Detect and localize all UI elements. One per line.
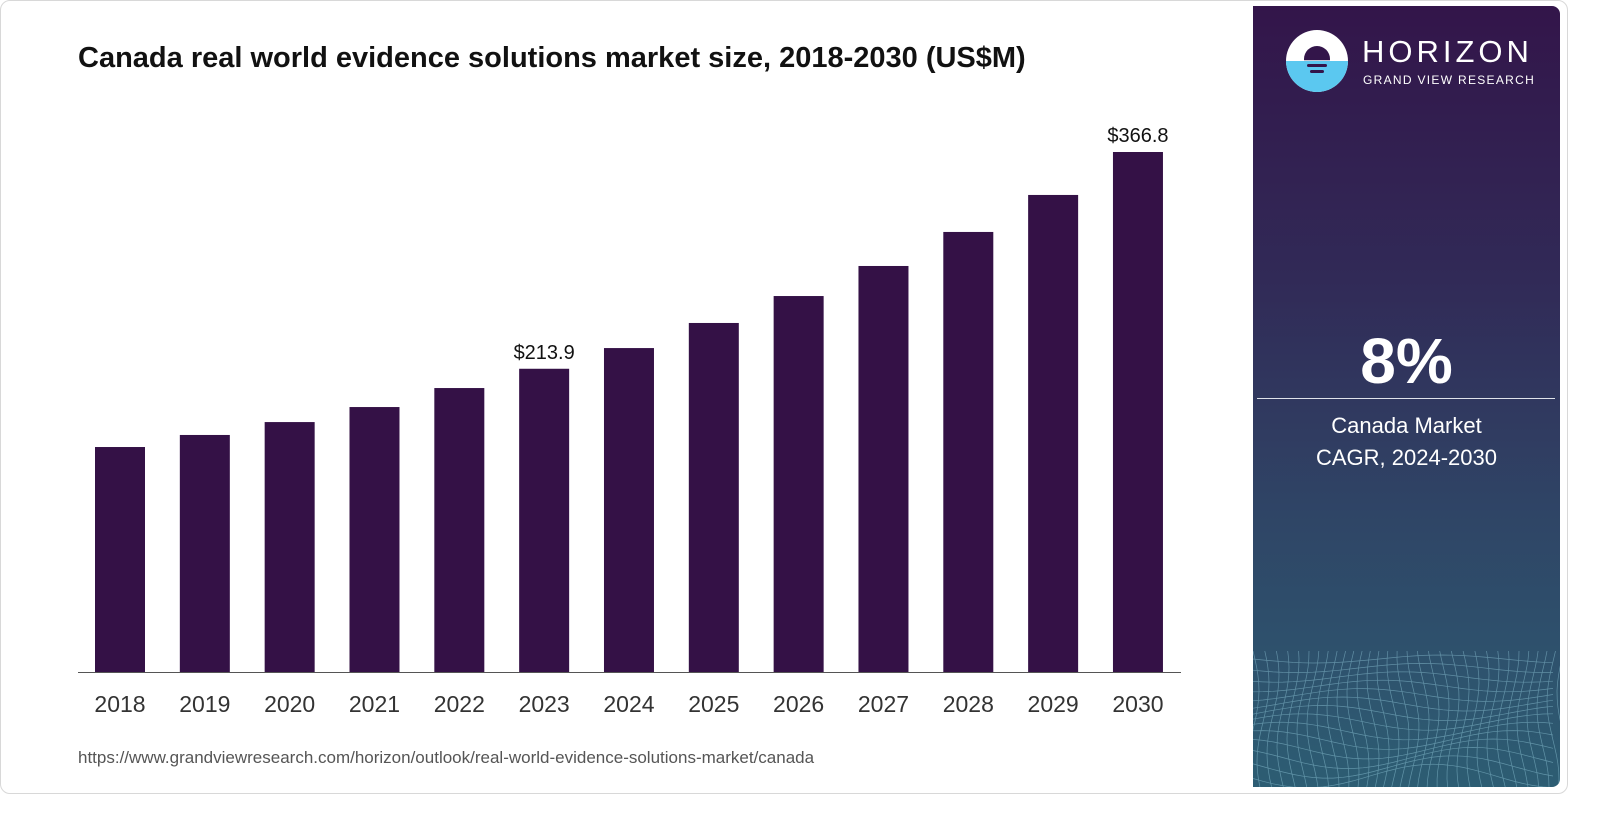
divider bbox=[1257, 398, 1555, 399]
source-url[interactable]: https://www.grandviewresearch.com/horizo… bbox=[78, 748, 815, 767]
data-label: $213.9 bbox=[514, 342, 575, 364]
cagr-label: Canada Market CAGR, 2024-2030 bbox=[1253, 410, 1560, 474]
x-tick-label: 2024 bbox=[603, 691, 654, 717]
bar-2020 bbox=[264, 422, 315, 672]
bar-2019 bbox=[179, 434, 230, 672]
bar-2026 bbox=[773, 296, 824, 672]
x-tick-label: 2020 bbox=[264, 691, 315, 717]
x-tick-label: 2023 bbox=[519, 691, 570, 717]
x-tick-label: 2025 bbox=[688, 691, 739, 717]
side-panel: HORIZON GRAND VIEW RESEARCH 8% Canada Ma… bbox=[1253, 6, 1560, 787]
brand-subtitle: GRAND VIEW RESEARCH bbox=[1363, 73, 1536, 87]
x-tick-label: 2019 bbox=[179, 691, 230, 717]
cagr-label-line1: Canada Market bbox=[1331, 413, 1482, 438]
cagr-label-line2: CAGR, 2024-2030 bbox=[1316, 445, 1497, 470]
bar-2028 bbox=[943, 231, 994, 673]
decorative-mesh bbox=[1253, 651, 1560, 787]
bar-chart: 2018 2019 2020 2021 2022 2023 $213.9 2024 2025 20… bbox=[78, 125, 1181, 717]
cagr-value: 8% bbox=[1360, 325, 1453, 397]
x-tick-label: 2029 bbox=[1028, 691, 1079, 717]
x-tick-label: 2030 bbox=[1112, 691, 1163, 717]
bar-2024 bbox=[603, 348, 654, 672]
bar-2025 bbox=[688, 322, 739, 672]
x-tick-label: 2022 bbox=[434, 691, 485, 717]
bar-2030 bbox=[1112, 152, 1163, 672]
data-label: $366.8 bbox=[1107, 125, 1168, 147]
chart-title: Canada real world evidence solutions mar… bbox=[78, 42, 1026, 74]
bar-2027 bbox=[858, 265, 909, 672]
bar-2029 bbox=[1028, 194, 1079, 672]
bar-2018 bbox=[95, 447, 145, 672]
bar-2022 bbox=[434, 388, 485, 672]
brand-name: HORIZON bbox=[1362, 34, 1533, 69]
sunset-logo-icon bbox=[1286, 30, 1348, 92]
x-tick-label: 2026 bbox=[773, 691, 824, 717]
x-tick-label: 2028 bbox=[943, 691, 994, 717]
bar-2023 bbox=[519, 368, 570, 672]
x-tick-label: 2018 bbox=[94, 691, 145, 717]
x-tick-label: 2021 bbox=[349, 691, 400, 717]
x-tick-label: 2027 bbox=[858, 691, 909, 717]
bar-2021 bbox=[349, 407, 400, 672]
